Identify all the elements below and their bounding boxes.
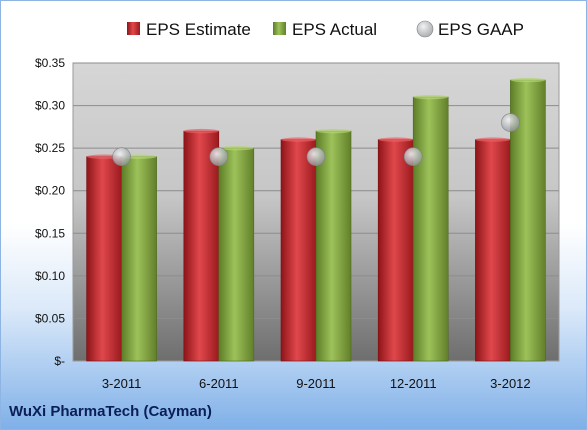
legend-swatch	[127, 22, 140, 35]
bar-top-highlight	[413, 94, 449, 100]
bar-eps-estimate	[280, 139, 317, 362]
y-tick-label: $0.20	[35, 184, 65, 198]
legend-swatch	[416, 20, 434, 38]
bar-top-highlight	[378, 137, 414, 142]
x-tick-label: 6-2011	[199, 376, 239, 391]
legend: EPS Estimate EPS Actual EPS GAAP	[127, 20, 524, 39]
gaap-marker	[209, 147, 229, 166]
bar-top-highlight	[218, 145, 254, 151]
bar-top-highlight	[281, 137, 316, 142]
y-tick-label: $0.30	[35, 99, 65, 113]
y-tick-label: $0.05	[35, 311, 65, 325]
gaap-marker	[112, 147, 131, 166]
legend-label: EPS GAAP	[438, 20, 524, 39]
bar-top-highlight	[510, 77, 546, 83]
y-tick-label: $0.35	[35, 56, 65, 70]
gaap-markers	[112, 113, 520, 166]
bar-eps-estimate	[86, 156, 122, 362]
bar-eps-actual	[412, 96, 449, 362]
legend-label: EPS Actual	[292, 20, 377, 39]
bar-eps-actual	[218, 147, 255, 362]
bar-top-highlight	[183, 128, 219, 134]
gaap-marker	[306, 147, 326, 166]
x-tick-label: 12-2011	[390, 376, 437, 391]
x-axis: 3-2011 6-2011 9-2011 12-2011 3-2012	[102, 376, 531, 391]
bar-eps-estimate	[183, 130, 220, 362]
bar-eps-estimate	[377, 139, 414, 362]
bar-top-highlight	[475, 137, 511, 142]
y-tick-label: $-	[54, 354, 65, 368]
bar-eps-actual	[121, 156, 157, 362]
y-tick-label: $0.15	[35, 226, 65, 240]
y-tick-label: $0.25	[35, 141, 65, 155]
x-tick-label: 3-2011	[102, 376, 142, 391]
bar-eps-estimate	[475, 139, 511, 362]
legend-swatch	[273, 22, 286, 35]
bar-eps-actual	[315, 130, 352, 362]
legend-label: EPS Estimate	[146, 20, 251, 39]
bar-top-highlight	[316, 128, 351, 134]
company-name: WuXi PharmaTech (Cayman)	[9, 403, 212, 420]
gaap-marker	[403, 147, 423, 166]
gaap-marker	[501, 113, 520, 132]
x-tick-label: 3-2012	[490, 376, 530, 391]
x-tick-label: 9-2011	[296, 376, 336, 391]
y-tick-label: $0.10	[35, 269, 65, 283]
y-axis: $- $0.05 $0.10 $0.15 $0.20 $0.25 $0.30 $0.35	[35, 56, 65, 368]
